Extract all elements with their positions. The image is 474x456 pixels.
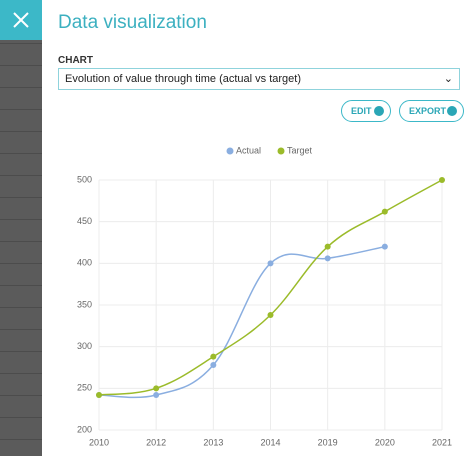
data-point — [96, 392, 102, 398]
data-point — [324, 255, 331, 262]
series-line — [98, 179, 443, 396]
legend-label: Target — [287, 145, 313, 155]
x-tick-label: 2014 — [260, 437, 280, 447]
y-tick-label: 200 — [77, 424, 92, 434]
data-point — [96, 392, 102, 398]
data-point — [153, 385, 160, 392]
button-label: EDIT — [351, 106, 372, 116]
x-tick-label: 2019 — [318, 437, 338, 447]
x-tick-label: 2012 — [146, 437, 166, 447]
button-label: EXPORT — [409, 106, 447, 116]
y-tick-label: 350 — [77, 299, 92, 309]
data-point — [267, 260, 274, 267]
x-tick-label: 2020 — [375, 437, 395, 447]
data-point — [439, 177, 445, 183]
y-tick-label: 500 — [77, 174, 92, 184]
edit-button[interactable]: EDIT — [341, 100, 391, 122]
export-button[interactable]: EXPORT — [399, 100, 464, 122]
x-tick-label: 2010 — [89, 437, 109, 447]
close-icon — [13, 12, 29, 28]
y-tick-label: 250 — [77, 383, 92, 393]
y-tick-label: 300 — [77, 341, 92, 351]
x-tick-label: 2013 — [203, 437, 223, 447]
chart-select[interactable]: Evolution of value through time (actual … — [58, 68, 460, 90]
legend-marker — [226, 147, 234, 155]
data-point — [267, 312, 274, 318]
icon — [374, 106, 384, 116]
field-label: CHART — [58, 55, 93, 66]
data-point — [210, 362, 217, 368]
data-point — [381, 243, 388, 250]
y-tick-label: 450 — [77, 216, 92, 226]
data-point — [153, 392, 160, 398]
x-tick-label: 2021 — [432, 437, 452, 447]
legend-label: Actual — [236, 145, 261, 155]
y-tick-label: 400 — [77, 258, 92, 268]
close-button[interactable] — [0, 0, 42, 40]
page-title: Data visualization — [58, 12, 207, 33]
data-point — [210, 353, 217, 360]
data-point — [381, 208, 388, 215]
icon — [447, 106, 457, 116]
data-point — [324, 243, 331, 250]
sidebar — [0, 0, 42, 456]
select-value: Evolution of value through time (actual … — [65, 73, 302, 85]
legend-marker — [277, 147, 285, 155]
series-line — [98, 245, 385, 399]
caret: ⌄ — [443, 73, 453, 85]
